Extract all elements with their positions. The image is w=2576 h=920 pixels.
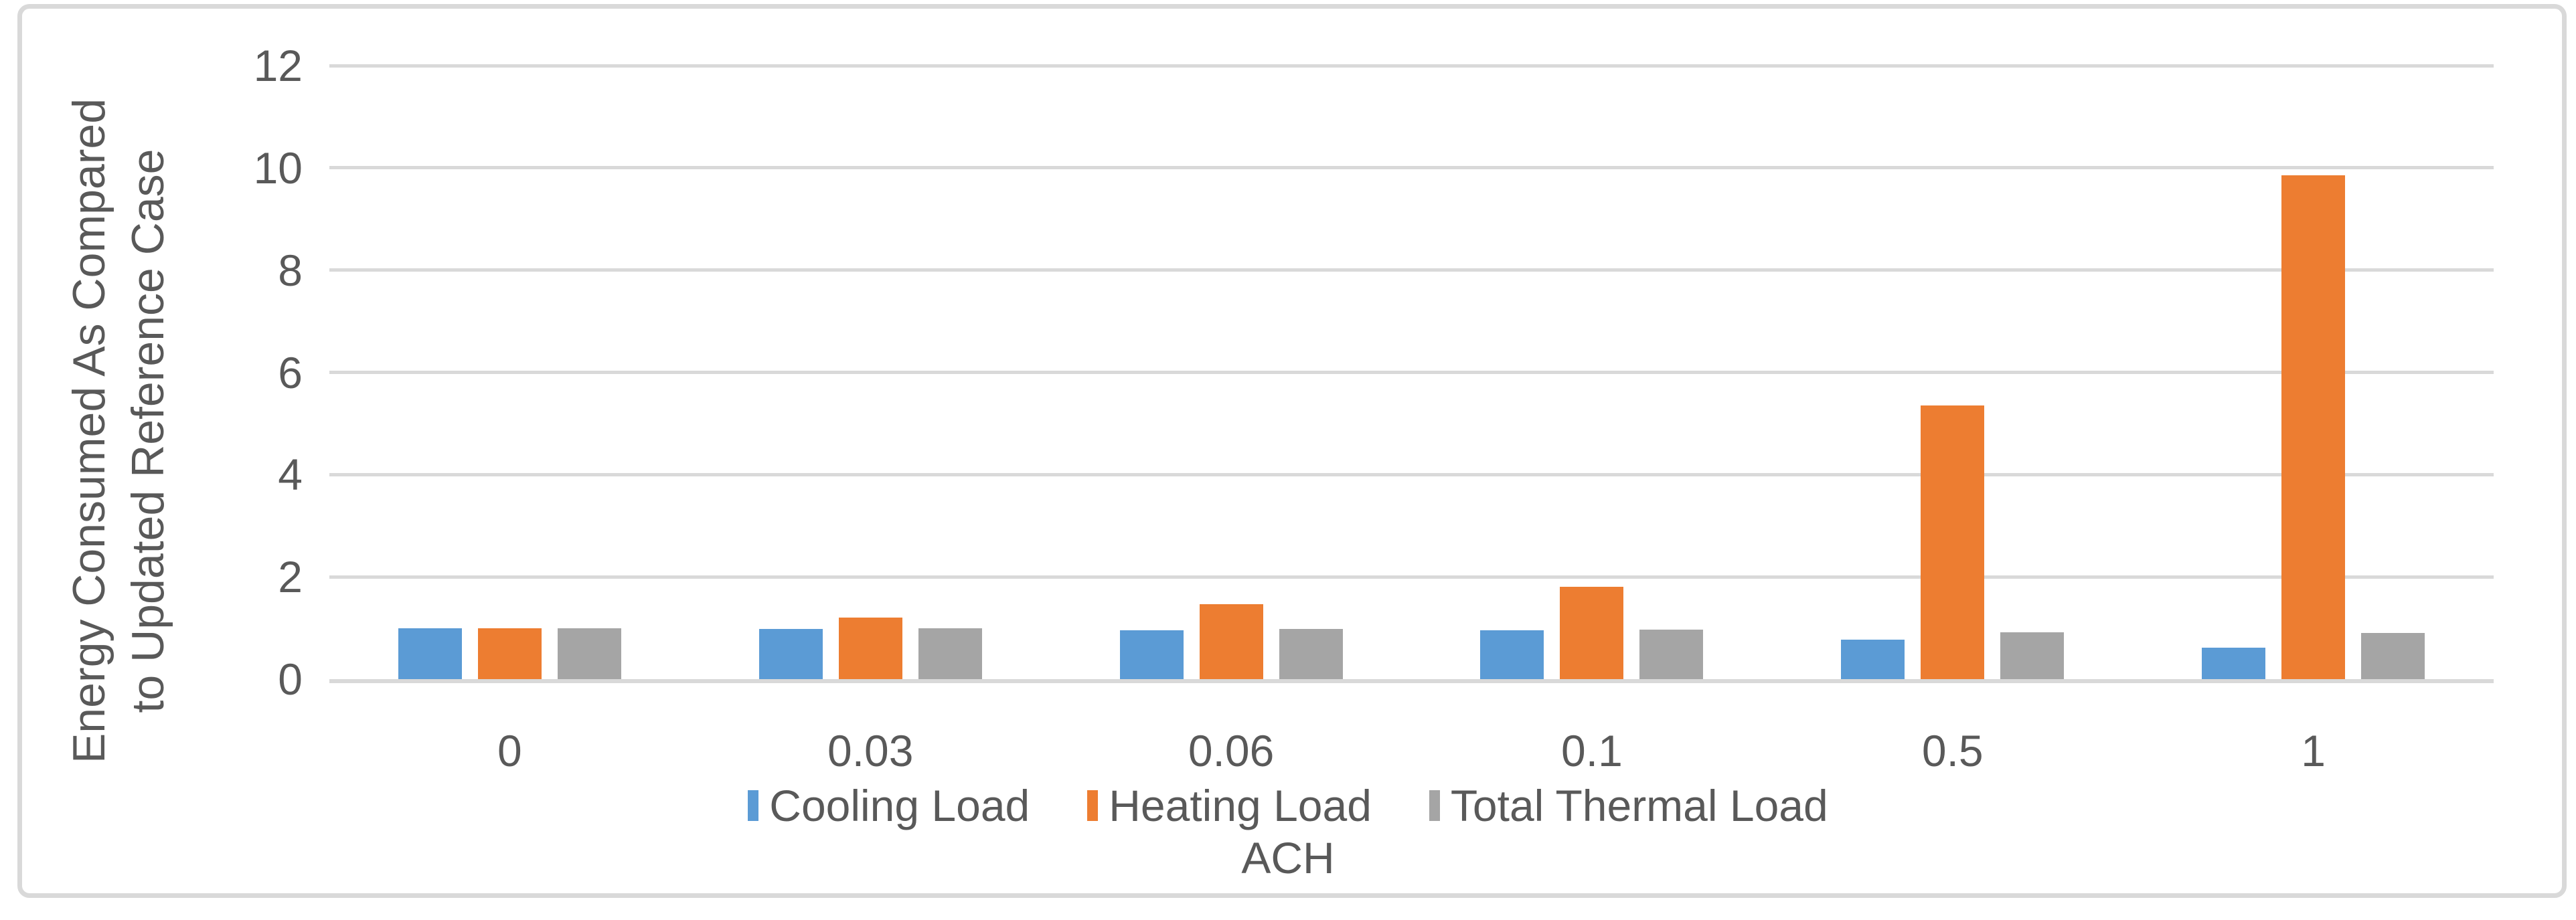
x-tick-label: 0.5 [1921, 726, 1984, 775]
legend-swatch [1429, 790, 1440, 821]
bar-total-thermal-load-0.03 [918, 628, 982, 679]
bar-heating-load-0.1 [1560, 587, 1624, 679]
bar-cooling-load-0.06 [1119, 630, 1184, 679]
gridline [329, 166, 2494, 170]
legend: Cooling Load Heating Load Total Thermal Lo… [0, 781, 2576, 830]
y-tick-label: 2 [278, 552, 303, 602]
chart-border [17, 4, 2567, 898]
y-axis-title: Energy Consumed As Compared to Updated R… [60, 0, 180, 866]
y-axis-title-line-1: Energy Consumed As Compared [64, 98, 114, 764]
y-tick-label: 12 [253, 41, 303, 90]
gridline [329, 371, 2494, 374]
legend-label: Total Thermal Load [1450, 781, 1828, 830]
x-axis-title: ACH [1241, 833, 1335, 883]
y-tick-label: 6 [278, 347, 303, 397]
bar-cooling-load-1 [2202, 648, 2266, 679]
gridline [329, 268, 2494, 272]
x-tick-label: 0.06 [1188, 726, 1275, 775]
legend-item-cooling-load: Cooling Load [748, 781, 1030, 830]
bar-heating-load-0.06 [1199, 604, 1263, 679]
bar-total-thermal-load-1 [2361, 633, 2425, 679]
gridline [329, 64, 2494, 68]
x-tick-label: 1 [2301, 726, 2326, 775]
y-tick-label: 10 [253, 143, 303, 193]
legend-item-heating-load: Heating Load [1087, 781, 1372, 830]
y-tick-label: 0 [278, 654, 303, 704]
bar-heating-load-0 [477, 628, 542, 679]
y-tick-label: 8 [278, 245, 303, 295]
bar-total-thermal-load-0.1 [1639, 629, 1704, 679]
legend-item-total-thermal-load: Total Thermal Load [1429, 781, 1828, 830]
bar-cooling-load-0.5 [1841, 640, 1905, 679]
x-tick-label: 0.1 [1561, 726, 1623, 775]
bar-heating-load-0.03 [838, 617, 902, 679]
bar-cooling-load-0 [398, 628, 462, 679]
bar-cooling-load-0.03 [758, 629, 823, 679]
legend-swatch [1087, 790, 1099, 821]
bar-cooling-load-0.1 [1480, 630, 1544, 679]
bar-total-thermal-load-0 [557, 628, 621, 679]
legend-swatch [748, 790, 759, 821]
bar-total-thermal-load-0.06 [1279, 629, 1343, 679]
y-axis-title-line-2: to Updated Reference Case [123, 149, 173, 713]
gridline [329, 575, 2494, 579]
plot-area [329, 64, 2494, 683]
bar-heating-load-0.5 [1921, 405, 1985, 679]
y-tick-label: 4 [278, 450, 303, 500]
bar-heating-load-1 [2281, 175, 2346, 679]
x-tick-label: 0.03 [827, 726, 914, 775]
legend-label: Cooling Load [769, 781, 1030, 830]
x-axis-line [329, 679, 2494, 683]
bar-total-thermal-load-0.5 [2000, 632, 2065, 679]
gridline [329, 472, 2494, 476]
x-tick-label: 0 [497, 726, 522, 775]
legend-label: Heating Load [1109, 781, 1372, 830]
